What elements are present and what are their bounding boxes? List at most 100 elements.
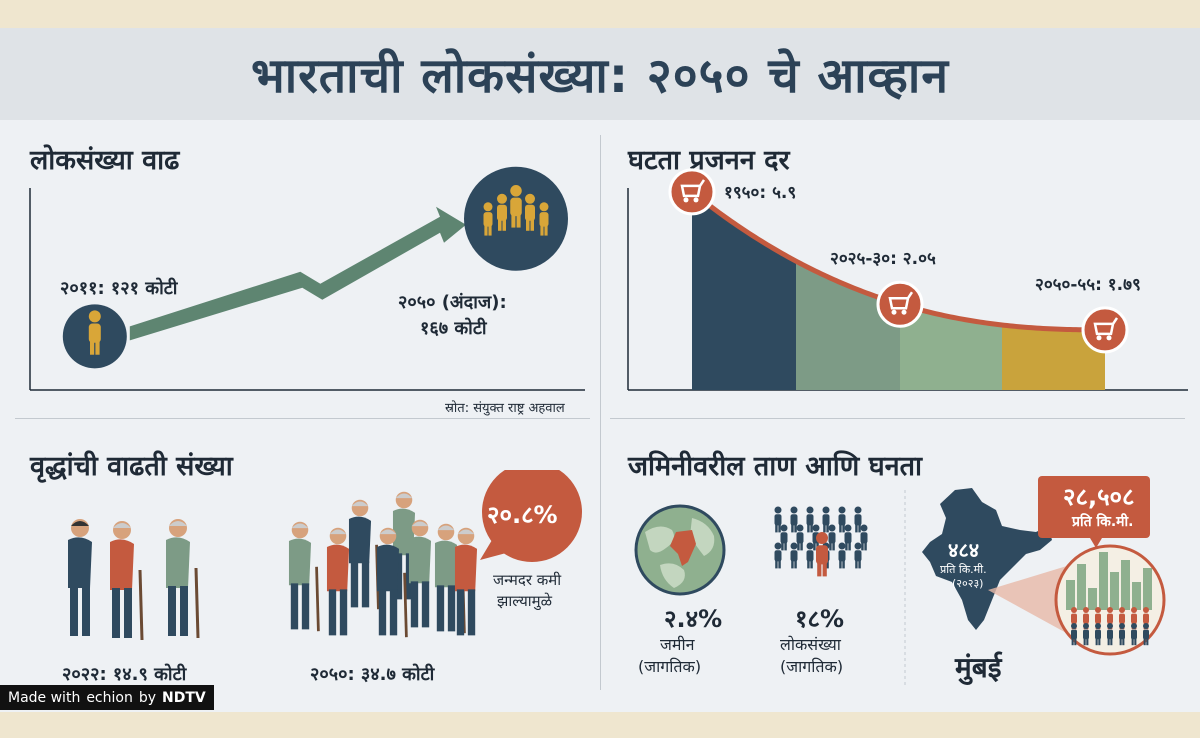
bottom-band bbox=[0, 712, 1200, 738]
elderly-bubble-value: २०.८% bbox=[487, 501, 558, 529]
elderly-note-line1: जन्मदर कमी bbox=[493, 571, 562, 589]
crowd-person-2-2 bbox=[806, 542, 814, 569]
panel-growth-title: लोकसंख्या वाढ bbox=[30, 145, 180, 176]
elder-2050-6 bbox=[434, 523, 466, 634]
land-value: २.४% bbox=[664, 605, 723, 633]
person-icon bbox=[62, 304, 127, 369]
zoom-callout bbox=[988, 565, 1070, 635]
horizontal-divider-right bbox=[610, 418, 1185, 419]
crowd-person-2-4 bbox=[838, 542, 846, 569]
highlighted-person bbox=[816, 532, 828, 577]
crowd-person-1-3 bbox=[828, 524, 836, 551]
trend-arrow-icon bbox=[129, 206, 467, 341]
title-bar: भारताची लोकसंख्या: २०५० चे आव्हान bbox=[0, 28, 1200, 120]
publisher-text: NDTV bbox=[162, 689, 206, 706]
skyline-building-0 bbox=[1066, 580, 1075, 610]
crowd-person-0-1 bbox=[790, 506, 798, 533]
panel-elderly-title: वृद्धांची वाढती संख्या bbox=[30, 451, 233, 482]
elder-2050-2 bbox=[348, 499, 380, 610]
india-density-year: (२०२३) bbox=[952, 577, 984, 590]
fertility-label-0: १९५०: ५.९ bbox=[724, 183, 796, 203]
pop-line2: (जागतिक) bbox=[780, 657, 844, 676]
vertical-divider bbox=[600, 135, 601, 690]
globe-icon bbox=[634, 504, 726, 596]
india-density: ४८४ bbox=[948, 538, 980, 562]
horizontal-divider-left bbox=[15, 418, 590, 419]
panel-land-title: जमिनीवरील ताण आणि घनता bbox=[628, 451, 923, 482]
elder-2050-1 bbox=[326, 527, 350, 636]
city-person-1-3 bbox=[1107, 623, 1113, 646]
crowd-person-1-1 bbox=[796, 524, 804, 551]
label-elderly-2022: २०२२: १४.९ कोटी bbox=[62, 664, 187, 685]
city-person-1-4 bbox=[1119, 623, 1125, 646]
fertility-label-2: २०५०-५५: १.७९ bbox=[1035, 275, 1141, 295]
growth-chart bbox=[29, 166, 585, 391]
skyline-building-5 bbox=[1121, 560, 1130, 610]
panel-fertility-title: घटता प्रजनन दर bbox=[628, 145, 790, 176]
crowd-person-2-5 bbox=[854, 542, 862, 569]
india-map-icon bbox=[922, 488, 1052, 630]
fertility-band-0 bbox=[692, 191, 796, 390]
by-text: by bbox=[138, 689, 156, 706]
crowd-person-3 bbox=[525, 193, 535, 231]
page-title: भारताची लोकसंख्या: २०५० चे आव्हान bbox=[250, 47, 949, 104]
crowd-person-1 bbox=[539, 202, 549, 236]
city-person-1-2 bbox=[1095, 623, 1101, 646]
baby-stroller-icon bbox=[1081, 306, 1129, 354]
crowd-icon bbox=[774, 506, 868, 577]
city-person-1-5 bbox=[1131, 623, 1137, 646]
india-density-unit: प्रति कि.मी. bbox=[940, 563, 987, 576]
elder-2050-0 bbox=[288, 521, 320, 632]
crowd-person-0-4 bbox=[838, 506, 846, 533]
pop-value: १८% bbox=[795, 605, 845, 633]
city-name: मुंबई bbox=[955, 651, 1002, 684]
mumbai-density: २८,५०८ bbox=[1063, 483, 1135, 511]
skyline-building-6 bbox=[1132, 582, 1141, 610]
skyline-building-2 bbox=[1088, 588, 1097, 610]
fertility-label-1: २०२५-३०: २.०५ bbox=[830, 249, 936, 269]
crowd-icon bbox=[464, 166, 568, 271]
mumbai-density-unit: प्रति कि.मी. bbox=[1072, 514, 1134, 530]
source-note: स्रोत: संयुक्त राष्ट्र अहवाल bbox=[445, 401, 565, 416]
mumbai-density-box bbox=[1038, 476, 1150, 538]
crowd-person-0-3 bbox=[822, 506, 830, 533]
crowd-person-1-5 bbox=[860, 524, 868, 551]
elder-2022-1 bbox=[68, 519, 92, 636]
fertility-band-2 bbox=[900, 304, 1002, 390]
city-person-1-1 bbox=[1083, 623, 1089, 646]
crowd-person-4 bbox=[510, 185, 522, 228]
crowd-person-1-0 bbox=[780, 524, 788, 551]
brand-text: echion bbox=[86, 689, 133, 706]
made-with-text: Made with bbox=[8, 689, 81, 706]
city-skyline-icon bbox=[1054, 544, 1166, 656]
fertility-chart: १९५०: ५.९ २०२५-३०: २.०५ २०५०-५५: १.७९ bbox=[627, 168, 1188, 391]
elderly-note-line2: झाल्यामुळे bbox=[497, 592, 553, 610]
land-line2: (जागतिक) bbox=[638, 657, 702, 676]
crowd-person-0-2 bbox=[806, 506, 814, 533]
skyline-building-4 bbox=[1110, 572, 1119, 610]
skyline-building-1 bbox=[1077, 564, 1086, 610]
person-2011 bbox=[88, 310, 101, 355]
baby-stroller-icon bbox=[876, 280, 924, 328]
land-chart bbox=[634, 476, 1166, 685]
land-line1: जमीन bbox=[660, 635, 695, 654]
elderly-people-icon bbox=[68, 519, 200, 641]
crowd-person-0 bbox=[483, 202, 493, 236]
elder-2022-2 bbox=[110, 521, 144, 641]
skyline-building-3 bbox=[1099, 552, 1108, 610]
elder-2050-5 bbox=[408, 519, 432, 628]
pop-line1: लोकसंख्या bbox=[780, 635, 841, 654]
made-with-badge: Made with echion by NDTV bbox=[0, 685, 214, 710]
elderly-chart bbox=[68, 470, 582, 641]
baby-stroller-icon bbox=[668, 168, 716, 216]
elder-2022-3 bbox=[166, 519, 200, 639]
elderly-people-icon bbox=[288, 491, 478, 638]
label-2050-line2: १६७ कोटी bbox=[420, 318, 487, 339]
crowd-person-2 bbox=[497, 193, 507, 231]
label-elderly-2050: २०५०: ३४.७ कोटी bbox=[310, 664, 435, 685]
top-band bbox=[0, 0, 1200, 28]
elder-2050-7 bbox=[454, 527, 478, 636]
label-2050-line1: २०५० (अंदाज): bbox=[398, 292, 507, 313]
crowd-person-0-0 bbox=[774, 506, 782, 533]
